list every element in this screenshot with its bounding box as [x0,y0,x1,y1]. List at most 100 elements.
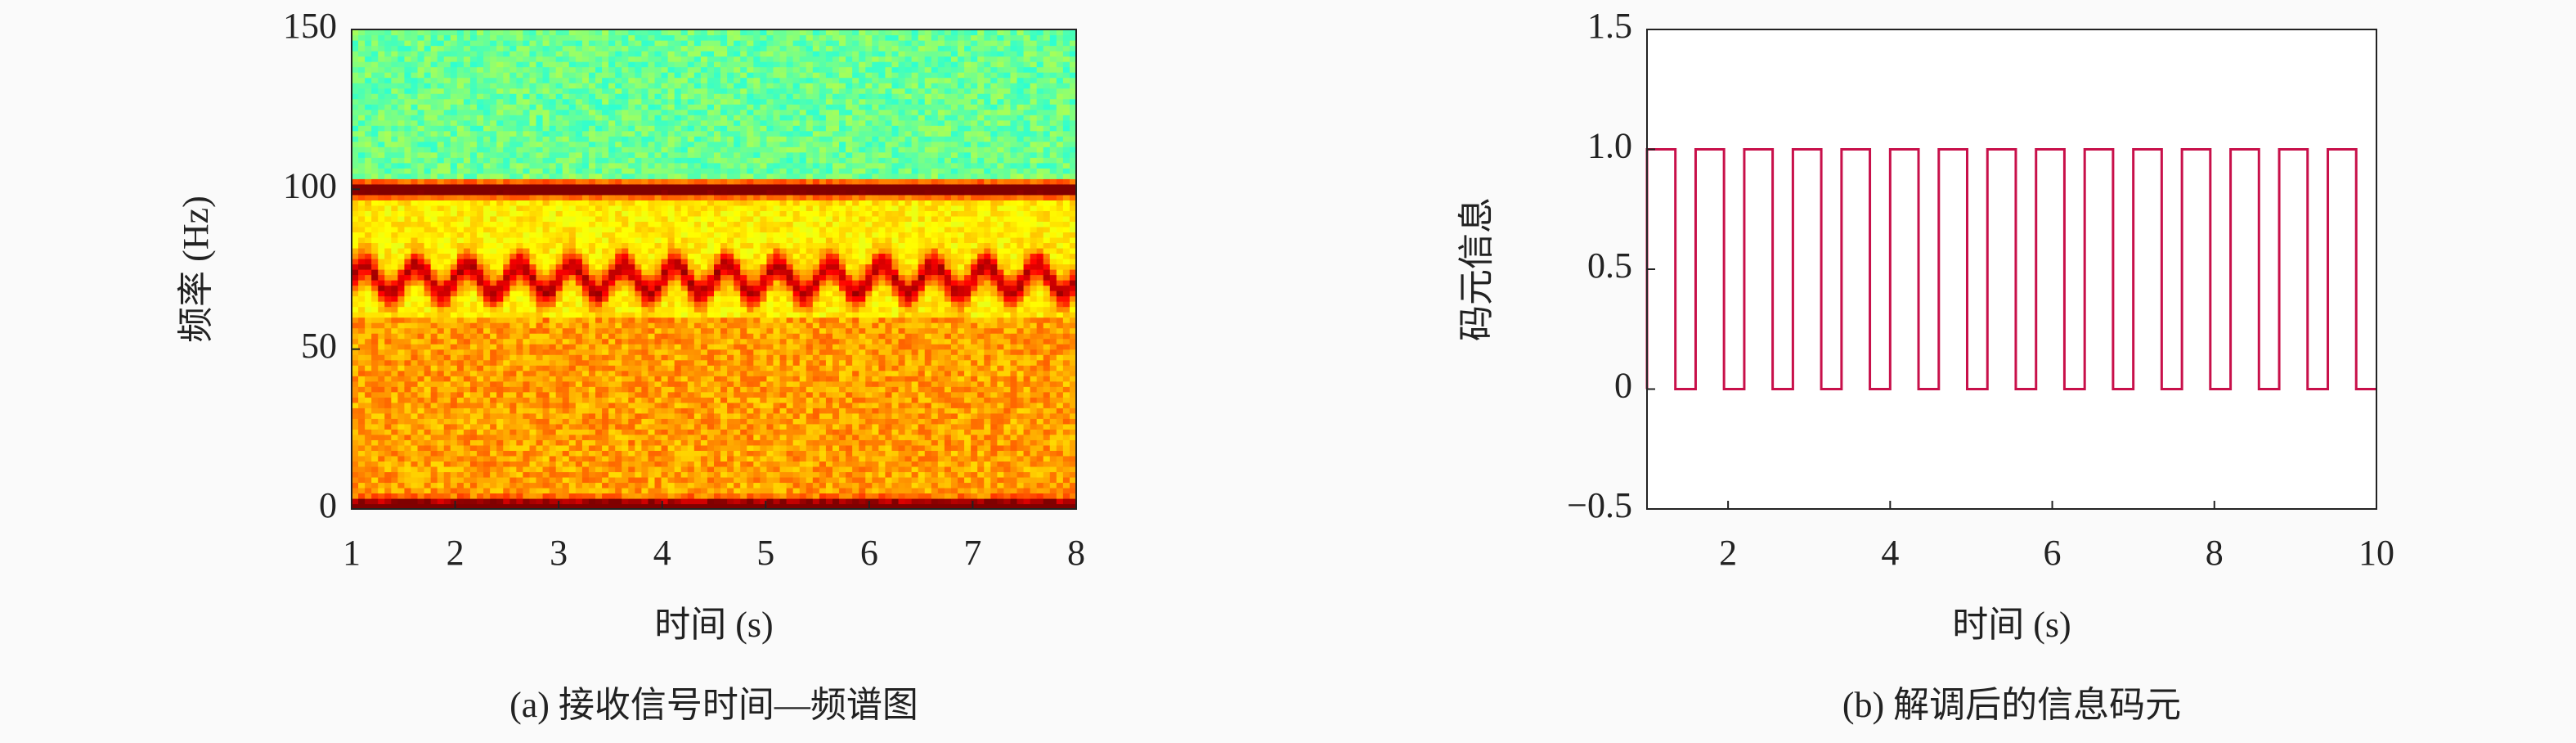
spectrogram-cell [720,370,728,376]
spectrogram-cell [779,408,788,414]
spectrogram-cell [944,365,952,372]
spectrogram-cell [792,487,801,494]
spectrogram-cell [384,423,392,430]
spectrogram-cell [997,391,1004,398]
spectrogram-cell [753,482,761,489]
spectrogram-cell [661,365,669,372]
spectrogram-cell [964,365,972,372]
spectrogram-cell [490,274,497,281]
spectrogram-cell [588,397,596,403]
spectrogram-cell [391,344,398,350]
spectrogram-cell [885,274,893,281]
spectrogram-cell [990,423,998,430]
spectrogram-cell [496,280,504,286]
spectrogram-cell [779,333,788,340]
spectrogram-cell [852,290,859,297]
spectrogram-cell [904,439,913,446]
spectrogram-cell [542,344,550,350]
spectrogram-cell [562,408,570,414]
spectrogram-cell [911,269,919,276]
spectrogram-cell [819,412,827,419]
spectrogram-cell [602,333,609,340]
spectrogram-cell [615,376,622,382]
spectrogram-cell [635,482,642,489]
spectrogram-cell [825,344,833,350]
spectrogram-cell [635,349,642,355]
spectrogram-cell [852,365,859,372]
spectrogram-cell [588,498,596,505]
spectrogram-cell [509,429,517,435]
spectrogram-cell [825,370,833,376]
spectrogram-cell [753,429,761,435]
spectrogram-cell [469,376,478,382]
spectrogram-cell [878,354,886,361]
spectrogram-cell [654,503,662,510]
spectrogram-cell [799,312,807,318]
spectrogram-cell [846,301,853,308]
spectrogram-cell [812,344,820,350]
spectrogram-cell [516,444,524,451]
spectrogram-cell [687,312,695,318]
spectrogram-cell [1049,439,1057,446]
spectrogram-cell [365,439,372,446]
spectrogram-cell [483,439,491,446]
spectrogram-cell [516,493,524,499]
spectrogram-cell [700,285,708,291]
spectrogram-cell [944,391,952,398]
spectrogram-cell [602,280,609,286]
spectrogram-cell [529,471,537,478]
spectrogram-cell [1043,450,1051,457]
spectrogram-cell [885,306,893,313]
spectrogram-cell [720,381,728,387]
spectrogram-cell [806,306,814,313]
spectrogram-cell [931,269,939,276]
spectrogram-cell [469,295,478,302]
spectrogram-cell [622,444,629,451]
spectrogram-cell [977,290,985,297]
spectrogram-cell [417,376,425,382]
spectrogram-cell [747,408,754,414]
spectrogram-cell [628,274,635,281]
spectrogram-cell [931,295,939,302]
spectrogram-cell [839,397,846,403]
spectrogram-cell [760,333,768,340]
spectrogram-cell [707,354,715,361]
spectrogram-cell [568,493,577,499]
spectrogram-cell [859,476,866,484]
spectrogram-cell [944,461,952,467]
spectrogram-cell [352,487,359,494]
spectrogram-cell [865,322,873,329]
spectrogram-cell [740,327,747,334]
spectrogram-cell [898,402,906,408]
spectrogram-cell [496,285,504,291]
spectrogram-cell [707,412,715,419]
spectrogram-cell [687,450,695,457]
spectrogram-cell [424,370,432,376]
spectrogram-cell [799,295,807,302]
spectrogram-cell [378,306,385,313]
spectrogram-cell [839,412,846,419]
spectrogram-cell [443,434,451,440]
spectrogram-cell [661,290,669,297]
spectrogram-cell [779,444,788,451]
spectrogram-cell [371,476,379,484]
spectrogram-cell [812,290,820,297]
spectrogram-cell [378,397,385,403]
spectrogram-cell [1069,295,1077,302]
spectrogram-cell [734,423,741,430]
spectrogram-cell [747,471,754,478]
spectrogram-cell [950,471,958,478]
spectrogram-cell [825,333,833,340]
spectrogram-cell [384,434,392,440]
spectrogram-cell [575,402,583,408]
spectrogram-cell [852,482,859,489]
spectrogram-cell [635,412,642,419]
spectrogram-cell [990,354,998,361]
spectrogram-cell [490,359,497,366]
spectrogram-cell [352,333,359,340]
spectrogram-cell [852,476,859,484]
spectrogram-cell [496,476,504,484]
spectrogram-cell [562,290,570,297]
spectrogram-cell [555,408,563,414]
spectrogram-cell [622,503,629,510]
